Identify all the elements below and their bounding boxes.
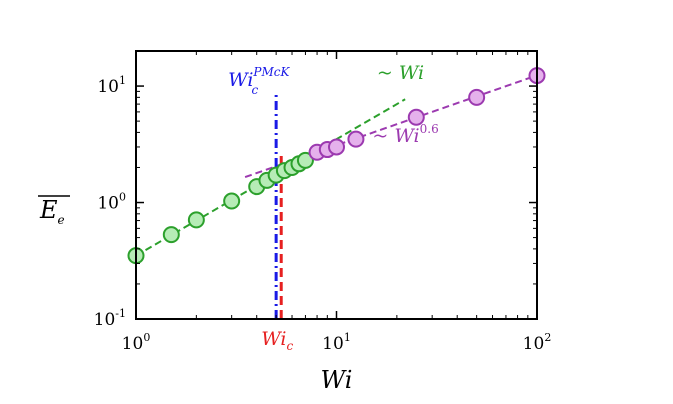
- axis-labels: Wi Ee WiPMcK c Wic ~ Wi ~ Wi0.6: [38, 62, 439, 394]
- x-tick-label: 101: [322, 331, 351, 354]
- data-point-s2-5: [407, 108, 425, 126]
- data-point-s2-3: [328, 138, 345, 156]
- data-point-s1-3: [187, 211, 205, 229]
- plot-area: [127, 50, 546, 320]
- vline-label-wic: Wic: [261, 328, 293, 353]
- x-axis-label: Wi: [321, 366, 353, 394]
- data-point-s2-4: [347, 130, 365, 148]
- y-tick-label: 100: [97, 191, 126, 214]
- fit-line-2: [244, 74, 537, 179]
- y-axis-label: Ee: [39, 196, 65, 227]
- data-point-s1-2: [162, 226, 180, 244]
- y-tick-label: 101: [97, 74, 126, 97]
- x-tick-label: 100: [122, 331, 151, 354]
- data-point-s1-4: [223, 192, 241, 210]
- fit-annotation-2: ~ Wi0.6: [372, 122, 438, 147]
- plot-inner: [136, 74, 537, 319]
- data-point-s2-6: [468, 88, 486, 106]
- data-point-s1-11: [296, 151, 314, 169]
- y-tick-label: 10-1: [94, 307, 126, 330]
- fit-annotation-1: ~ Wi: [377, 62, 424, 84]
- x-tick-label: 102: [523, 331, 552, 354]
- vline-label-pmck: WiPMcK c: [228, 65, 290, 97]
- x-axis: 100 101 102: [122, 51, 552, 354]
- y-axis: 10-1 100 101: [94, 50, 537, 330]
